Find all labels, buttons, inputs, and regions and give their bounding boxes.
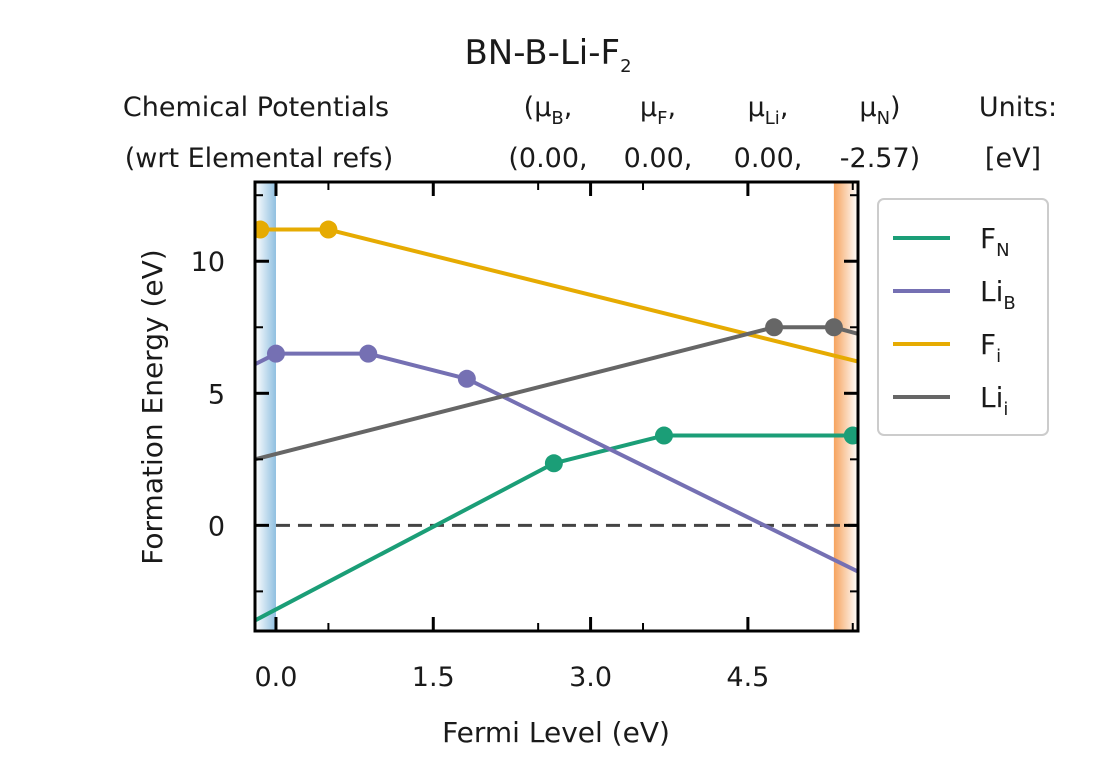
y-tick-label: 0 [208,511,225,542]
mu-header-li: μLi, [748,92,789,129]
mu-value-b: (0.00, [508,143,587,174]
mu-header-b: (μB, [524,92,573,129]
chem-pot-ref-label: (wrt Elemental refs) [125,143,394,174]
y-axis-label: Formation Energy (eV) [136,249,169,564]
legend-label-li-i: Lii [980,381,1008,420]
units-value: [eV] [985,143,1041,174]
chart-title: BN-B-Li-F2 [464,33,631,77]
series-point-f-n-1 [654,426,673,445]
mu-header-f: μF, [640,92,676,129]
series-point-f-i-1 [319,220,338,239]
series-point-li-b-2 [457,369,476,388]
x-axis-label: Fermi Level (eV) [442,716,670,749]
series-line-li-i [255,325,858,462]
series-line-f-i [255,227,858,364]
series-point-li-b-1 [359,344,378,363]
mu-headers: (μB, μF, μLi, μN) [524,92,901,129]
legend-label-li-b: LiB [980,275,1016,314]
series-point-f-i-0 [255,220,270,239]
series-point-li-i-1 [824,318,843,337]
conduction-band-region [833,182,858,631]
x-tick-label: 1.5 [412,662,455,693]
x-tick-label: 0.0 [254,662,297,693]
valence-band-region [255,182,276,631]
legend-label-f-i: Fi [980,328,1001,367]
mu-header-n: μN) [859,92,900,129]
chem-pot-label: Chemical Potentials [123,92,389,123]
mu-value-n: -2.57) [840,143,920,174]
series-layer [255,220,858,623]
ticks-layer: 0.0 1.5 3.0 4.5 0 5 10 [191,182,858,693]
legend: FN LiB Fi Lii [893,222,1016,420]
x-tick-label: 4.5 [726,662,769,693]
plot-frame [253,180,860,633]
mu-value-li: 0.00, [734,143,803,174]
series-point-li-b-0 [266,344,285,363]
series-point-f-n-2 [843,426,858,445]
legend-label-f-n: FN [980,222,1010,261]
mu-values: (0.00, 0.00, 0.00, -2.57) [508,143,920,174]
x-tick-label: 3.0 [569,662,612,693]
y-tick-label: 5 [208,379,225,410]
series-point-li-i-0 [765,318,784,337]
units-label: Units: [979,92,1057,123]
series-point-f-n-0 [544,454,563,473]
y-tick-label: 10 [191,247,225,278]
mu-value-f: 0.00, [624,143,693,174]
legend-box [877,198,1049,436]
